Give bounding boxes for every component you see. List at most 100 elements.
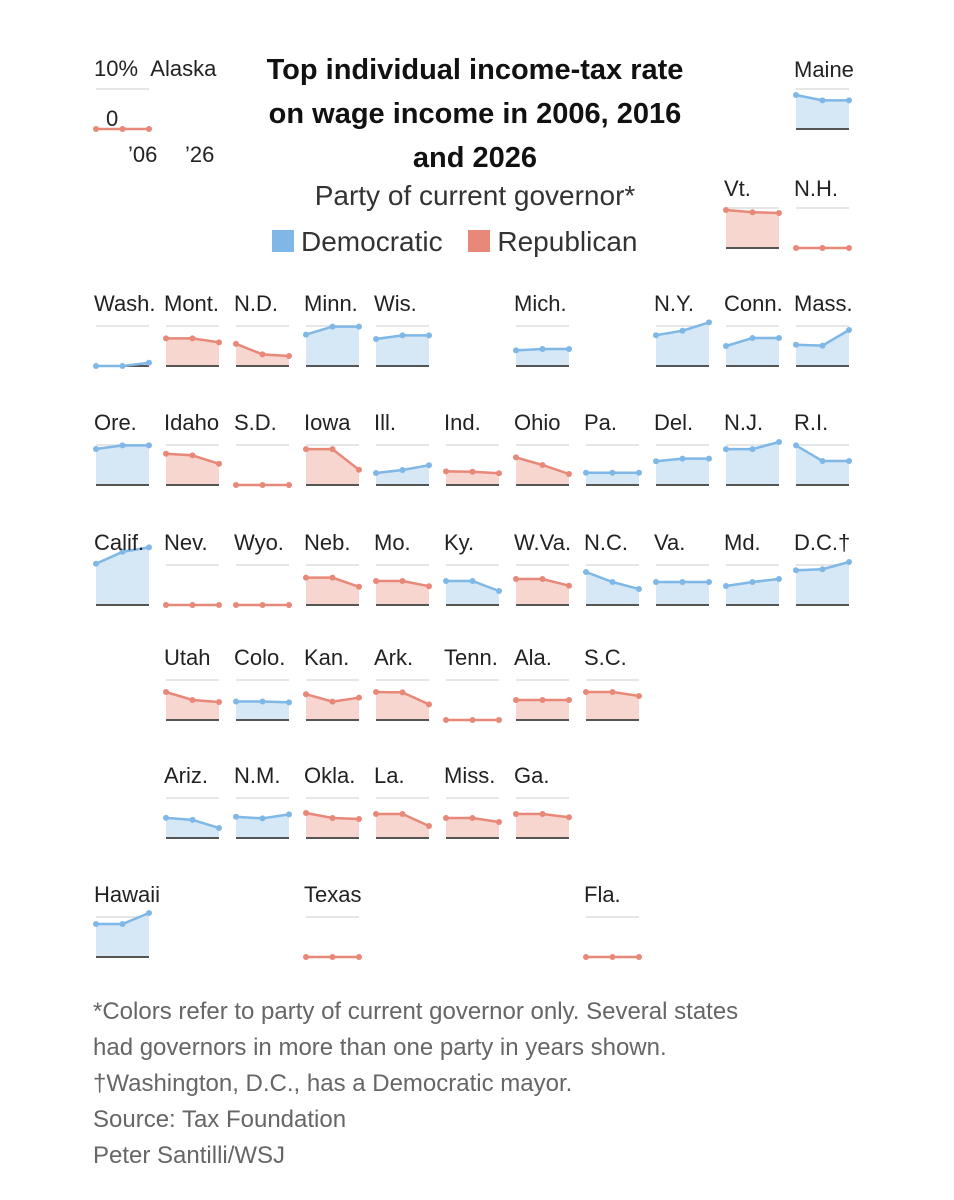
point-w-va-2016 <box>539 576 546 582</box>
label-wis: Wis. <box>374 291 417 316</box>
panel-ariz: Ariz. <box>163 763 222 839</box>
area-ill <box>376 465 429 485</box>
point-iowa-2026 <box>356 466 362 473</box>
area-md <box>726 579 779 605</box>
label-minn: Minn. <box>304 291 358 316</box>
label-ga: Ga. <box>514 763 549 788</box>
point-pa-2026 <box>636 469 642 476</box>
label-w-va: W.Va. <box>514 530 571 555</box>
point-conn-2006 <box>723 343 729 349</box>
point-d-c-2016 <box>819 566 826 573</box>
area-ariz <box>166 817 219 838</box>
label-calif: Calif. <box>94 530 144 555</box>
point-md-2026 <box>776 576 782 582</box>
label-kan: Kan. <box>304 645 349 670</box>
key-y-zero-label: 0 <box>106 106 119 131</box>
point-d-c-2006 <box>793 567 799 574</box>
point-ga-2016 <box>539 811 546 817</box>
label-mass: Mass. <box>794 291 853 316</box>
point-n-m-2016 <box>259 815 266 822</box>
label-tenn: Tenn. <box>444 645 498 670</box>
point-n-m-2006 <box>233 813 239 820</box>
point-alaska-2006 <box>93 126 99 132</box>
label-ill: Ill. <box>374 410 396 435</box>
area-vt <box>726 210 779 248</box>
point-n-c-2016 <box>609 579 616 585</box>
point-mont-2026 <box>216 339 222 346</box>
legend-label-republican: Republican <box>497 226 638 257</box>
point-vt-2006 <box>723 207 729 213</box>
point-ky-2016 <box>469 578 476 584</box>
point-texas-2006 <box>303 954 309 960</box>
point-kan-2026 <box>356 694 362 701</box>
area-ga <box>516 814 569 838</box>
label-n-c: N.C. <box>584 530 628 555</box>
point-utah-2026 <box>216 699 222 705</box>
label-r-i: R.I. <box>794 410 828 435</box>
area-miss <box>446 818 499 838</box>
point-wash-2016 <box>119 363 126 369</box>
point-mo-2026 <box>426 583 432 590</box>
key-y-top-label: 10% <box>94 56 139 81</box>
point-ore-2026 <box>146 442 152 449</box>
label-wyo: Wyo. <box>234 530 284 555</box>
point-iowa-2016 <box>329 446 336 453</box>
point-mass-2016 <box>819 342 826 349</box>
point-neb-2016 <box>329 574 336 581</box>
label-md: Md. <box>724 530 761 555</box>
area-del <box>656 458 709 485</box>
area-s-c <box>586 692 639 720</box>
area-colo <box>236 701 289 720</box>
point-ala-2006 <box>513 697 519 703</box>
panel-ore: Ore. <box>93 410 152 486</box>
label-miss: Miss. <box>444 763 495 788</box>
point-calif-2026 <box>146 544 152 551</box>
point-wash-2026 <box>146 359 152 366</box>
label-ariz: Ariz. <box>164 763 208 788</box>
panel-w-va: W.Va. <box>513 530 572 606</box>
label-wash: Wash. <box>94 291 156 316</box>
panel-texas: Texas <box>303 882 362 960</box>
area-minn <box>306 326 359 366</box>
legend: Democratic Republican <box>272 226 692 258</box>
label-utah: Utah <box>164 645 210 670</box>
area-w-va <box>516 579 569 605</box>
panel-kan: Kan. <box>303 645 362 721</box>
panel-mo: Mo. <box>373 530 432 606</box>
point-va-2026 <box>706 579 712 585</box>
panel-wis: Wis. <box>373 291 432 367</box>
point-colo-2006 <box>233 698 239 705</box>
point-n-j-2026 <box>776 439 782 445</box>
area-pa <box>586 472 639 485</box>
panel-idaho: Idaho <box>163 410 222 486</box>
point-nev-2016 <box>189 602 196 608</box>
point-n-y-2016 <box>679 327 686 334</box>
label-idaho: Idaho <box>164 410 219 435</box>
point-mass-2006 <box>793 341 799 348</box>
panel-n-d: N.D. <box>233 291 292 367</box>
area-ohio <box>516 457 569 485</box>
label-texas: Texas <box>304 882 361 907</box>
point-kan-2006 <box>303 691 309 698</box>
panel-neb: Neb. <box>303 530 362 606</box>
point-n-j-2016 <box>749 446 756 453</box>
area-ky <box>446 581 499 605</box>
panel-iowa: Iowa <box>303 410 362 486</box>
point-s-c-2016 <box>609 689 616 695</box>
point-r-i-2016 <box>819 458 826 465</box>
point-minn-2016 <box>329 323 336 330</box>
point-ind-2016 <box>469 468 476 475</box>
point-wis-2006 <box>373 336 379 342</box>
label-s-d: S.D. <box>234 410 277 435</box>
point-wyo-2016 <box>259 602 266 608</box>
point-fla-2016 <box>609 954 616 960</box>
panel-s-c: S.C. <box>583 645 642 721</box>
label-va: Va. <box>654 530 685 555</box>
label-n-h: N.H. <box>794 176 838 201</box>
area-va <box>656 582 709 605</box>
point-la-2026 <box>426 823 432 829</box>
label-n-j: N.J. <box>724 410 763 435</box>
panel-wash: Wash. <box>93 291 156 369</box>
point-utah-2016 <box>189 697 196 703</box>
point-neb-2006 <box>303 574 309 581</box>
